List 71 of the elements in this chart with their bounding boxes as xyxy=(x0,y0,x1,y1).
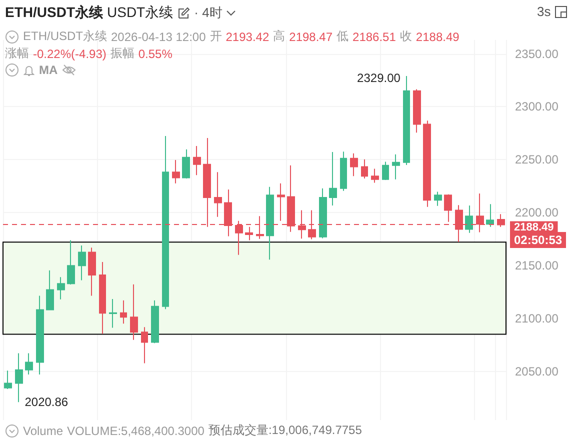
candlestick xyxy=(162,136,169,310)
candlestick xyxy=(15,352,23,403)
annotation: 2188.49 xyxy=(416,30,460,44)
candlestick xyxy=(151,300,159,344)
candlestick xyxy=(36,295,44,375)
candlestick xyxy=(182,148,190,179)
candlestick xyxy=(193,146,201,176)
candlestick xyxy=(277,182,285,222)
candlestick xyxy=(382,161,389,181)
text: 预估成交量:19,006,749.7755 xyxy=(208,422,362,439)
candlestick xyxy=(350,152,358,177)
candlestick xyxy=(141,326,148,364)
y-tick-label: 2350.00 xyxy=(515,46,559,61)
candlestick xyxy=(78,245,86,281)
annotation: 2198.47 xyxy=(289,30,333,44)
annotation: 开 xyxy=(210,28,222,45)
candlestick xyxy=(172,160,180,184)
candlestick xyxy=(423,120,431,208)
annotation: MA xyxy=(39,63,58,77)
candlestick xyxy=(486,204,494,228)
candlestick xyxy=(4,370,12,390)
annotation: 低 xyxy=(336,28,349,45)
annotation: 2186.51 xyxy=(352,30,396,44)
candlestick xyxy=(266,186,274,260)
text: 3s xyxy=(537,4,551,19)
candlestick xyxy=(109,298,117,328)
y-tick-label: 2100.00 xyxy=(515,311,559,326)
annotation: 振幅 xyxy=(110,45,134,62)
y-tick-label: 2200.00 xyxy=(515,206,559,220)
annotation: 2329.00 xyxy=(357,70,401,85)
ref-line-label: 2188.49 xyxy=(514,222,554,234)
candlestick xyxy=(99,261,106,334)
y-tick-label: 2300.00 xyxy=(515,100,559,114)
annotation: ETH/USDT永续 xyxy=(23,28,107,45)
annotation: 高 xyxy=(273,28,286,45)
y-tick-label: 2150.00 xyxy=(515,258,559,272)
candlestick xyxy=(361,158,368,179)
candlestick xyxy=(340,151,347,192)
candlestick xyxy=(319,188,327,239)
candlestick xyxy=(88,247,96,296)
candlestick xyxy=(214,172,222,218)
candlestick xyxy=(371,168,379,184)
annotation: -0.22%(-4.93) xyxy=(33,46,106,60)
candlestick xyxy=(434,191,442,206)
candlestick xyxy=(25,352,33,375)
annotation: 2193.42 xyxy=(226,30,270,44)
annotation: 2020.86 xyxy=(24,395,68,410)
y-tick-label: 2250.00 xyxy=(515,152,559,167)
candlestick xyxy=(403,75,410,166)
candlestick xyxy=(413,88,421,134)
annotation: 2026-04-13 12:00 xyxy=(111,30,206,44)
text: VOLUME:5,468,400.3000 xyxy=(67,424,204,438)
candlestick xyxy=(392,154,400,180)
annotation: 涨幅 xyxy=(5,45,29,62)
candlestick xyxy=(245,226,253,241)
annotation: 0.55% xyxy=(138,46,172,60)
text: 02:50:53 xyxy=(510,232,566,248)
candlestick xyxy=(130,284,138,340)
text: USDT永续 xyxy=(107,4,174,22)
candlestick xyxy=(444,194,452,222)
candlestick xyxy=(120,300,127,324)
candlestick xyxy=(329,151,337,206)
chart-title: ETH/USDT永续 xyxy=(5,4,103,22)
text: Volume xyxy=(23,424,64,438)
text: · 4时 xyxy=(194,4,222,22)
candlestick xyxy=(46,270,54,310)
candlestick xyxy=(67,240,75,286)
candlestick xyxy=(57,276,65,300)
candlestick xyxy=(465,204,473,234)
y-tick-label: 2050.00 xyxy=(515,364,559,378)
annotation: 收 xyxy=(400,28,412,45)
